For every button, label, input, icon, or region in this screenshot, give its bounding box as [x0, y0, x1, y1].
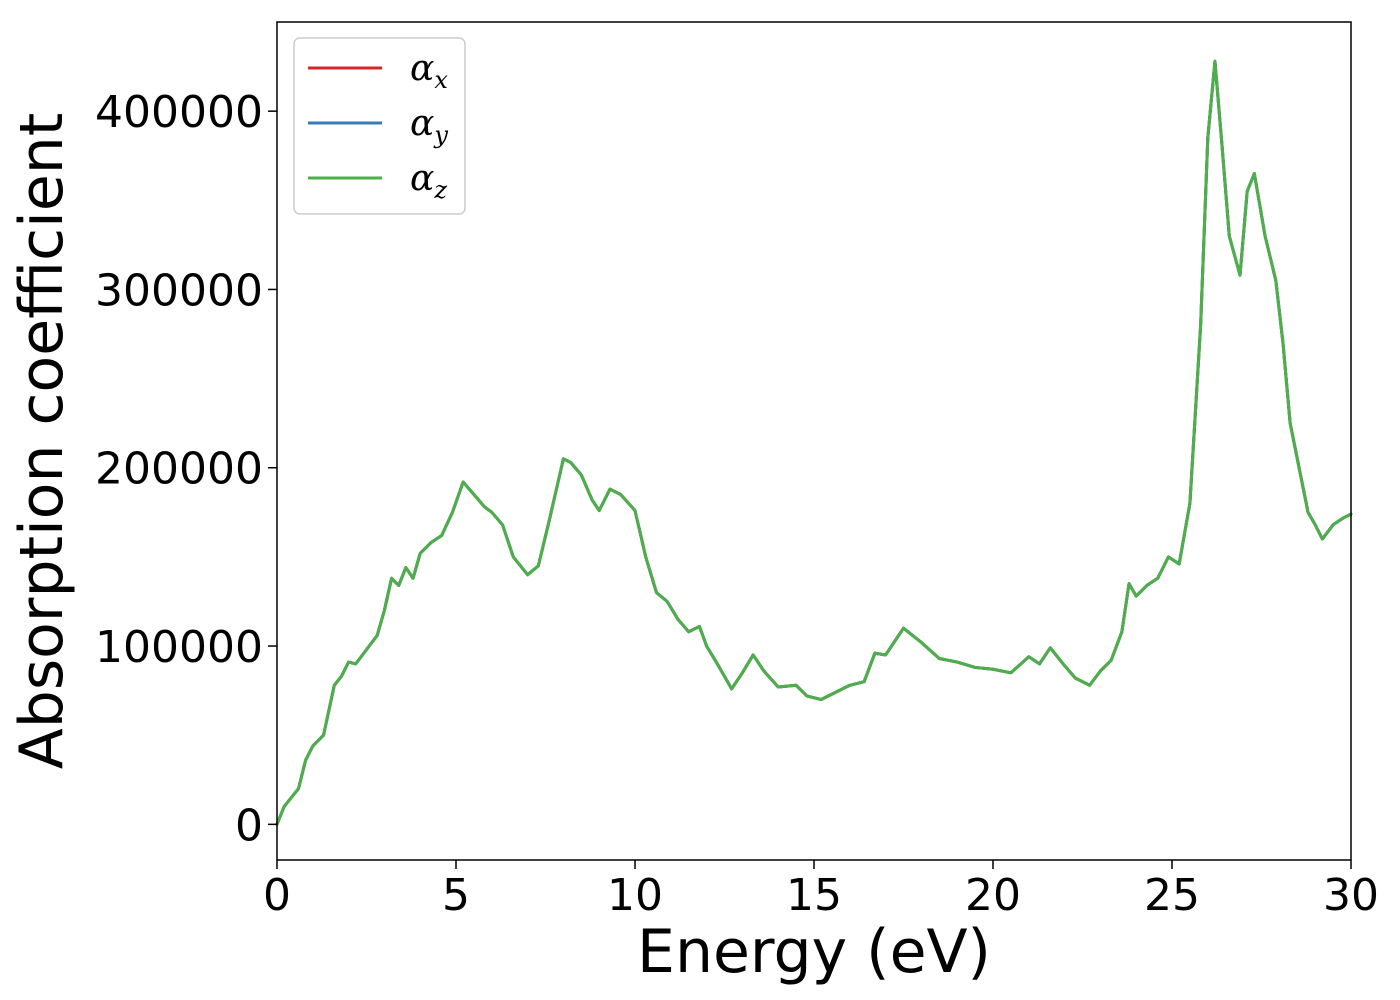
x-tick-label: 30 [1323, 870, 1379, 921]
legend-label-subscript: x [434, 66, 448, 94]
legend-label-subscript: y [433, 121, 448, 149]
series-line-z [275, 59, 1353, 826]
x-tick-label: 0 [263, 870, 291, 921]
x-axis-ticks: 0 5 10 15 20 25 30 [263, 860, 1379, 921]
series-layer [275, 59, 1353, 826]
y-tick-label: 400000 [95, 87, 263, 138]
x-tick-label: 20 [965, 870, 1021, 921]
legend-box [293, 37, 466, 215]
legend-label-x: αx [410, 48, 448, 94]
y-tick-label: 300000 [95, 265, 263, 316]
legend-label-subscript: z [433, 176, 447, 204]
x-axis-label: Energy (eV) [637, 917, 991, 987]
x-tick-label: 10 [607, 870, 663, 921]
legend-label-z: αz [410, 158, 447, 204]
legend-label-base: α [410, 103, 434, 144]
x-tick-label: 25 [1144, 870, 1200, 921]
legend-label-base: α [410, 158, 434, 199]
y-tick-label: 200000 [95, 444, 263, 495]
x-tick-label: 5 [442, 870, 470, 921]
y-tick-label: 0 [235, 800, 263, 851]
y-axis-label: Absorption coefficient [7, 113, 77, 770]
legend-label-base: α [410, 48, 434, 89]
y-axis-ticks: 0 100000 200000 300000 400000 [95, 87, 277, 851]
y-tick-label: 100000 [95, 622, 263, 673]
x-tick-label: 15 [786, 870, 842, 921]
legend-label-y: αy [410, 103, 448, 149]
